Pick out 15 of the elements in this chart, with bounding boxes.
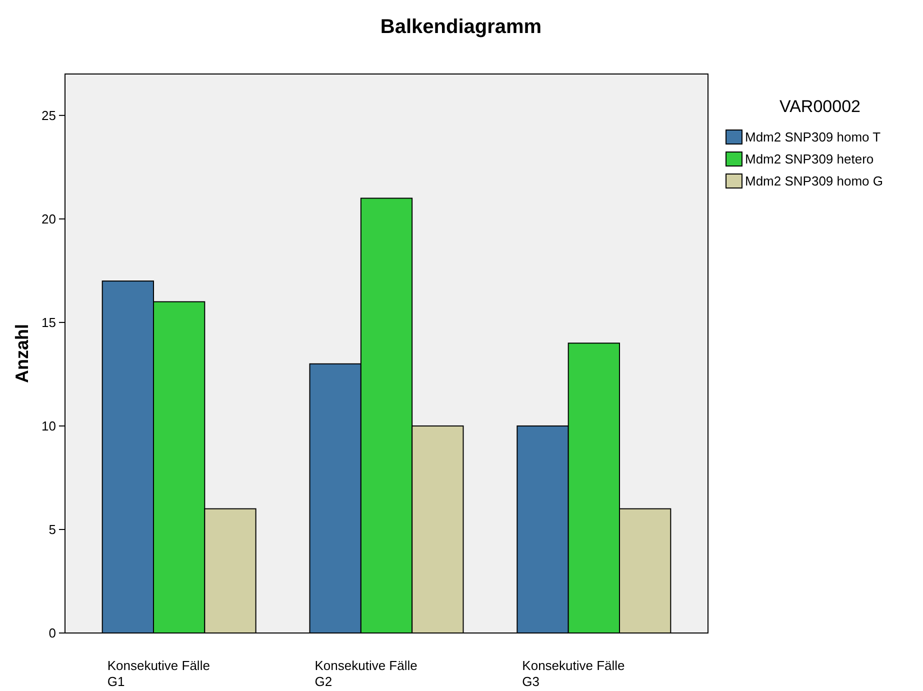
- y-tick-label: 0: [48, 626, 56, 641]
- y-tick-label: 10: [42, 418, 56, 434]
- legend-label: Mdm2 SNP309 homo T: [745, 130, 881, 145]
- chart-title: Balkendiagramm: [380, 16, 542, 38]
- y-tick-label: 15: [42, 314, 56, 330]
- x-tick-label: Konsekutive Fälle G2: [314, 658, 418, 689]
- x-tick-label: Konsekutive Fälle G1: [107, 658, 210, 689]
- y-tick-label: 25: [42, 108, 56, 123]
- legend-title: VAR00002: [780, 97, 860, 116]
- y-tick-label: 5: [48, 522, 56, 538]
- y-tick-label: 20: [42, 211, 56, 226]
- x-tick-label: Konsekutive Fälle G3: [522, 658, 625, 689]
- legend-label: Mdm2 SNP309 homo G: [745, 174, 884, 189]
- legend-label: Mdm2 SNP309 hetero: [745, 152, 874, 167]
- y-axis-title: Anzahl: [12, 324, 32, 384]
